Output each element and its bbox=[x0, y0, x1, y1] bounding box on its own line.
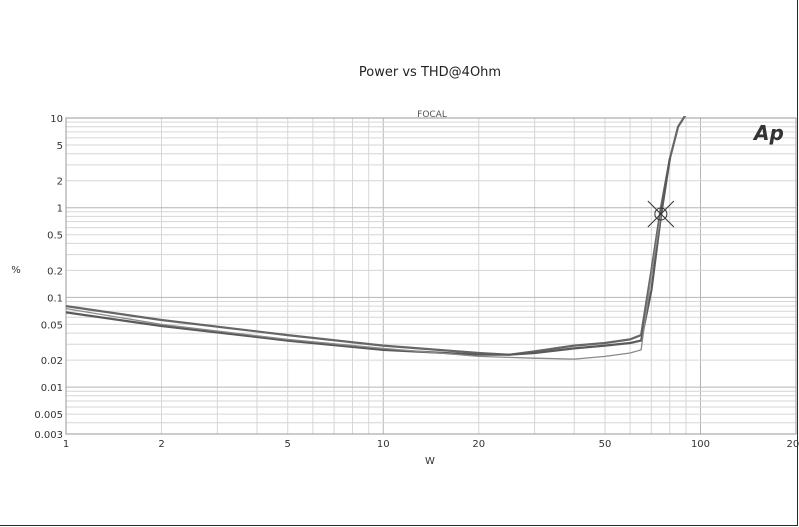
y-tick-label: 0.005 bbox=[34, 410, 63, 421]
y-tick-label: 0.1 bbox=[47, 293, 63, 304]
series-line-2 bbox=[66, 157, 671, 356]
x-tick-label: 20 bbox=[472, 439, 485, 450]
plot-border bbox=[65, 117, 797, 435]
y-tick-label: 1 bbox=[57, 204, 63, 215]
ap-logo: Ap bbox=[752, 121, 784, 145]
grid bbox=[65, 117, 797, 435]
series-group bbox=[66, 116, 687, 360]
x-tick-label: 50 bbox=[599, 439, 612, 450]
y-axis-label: % bbox=[11, 265, 21, 276]
y-tick-label: 0.5 bbox=[47, 231, 63, 242]
x-tick-label: 100 bbox=[691, 439, 710, 450]
x-tick-label: 1 bbox=[63, 439, 69, 450]
chart-title: Power vs THD@4Ohm bbox=[359, 65, 501, 80]
y-tick-label: 0.02 bbox=[41, 356, 63, 367]
x-tick-label: 5 bbox=[285, 439, 291, 450]
series-line-3 bbox=[66, 213, 662, 360]
marker-circle bbox=[654, 207, 668, 221]
marker-cross-line bbox=[647, 200, 675, 228]
x-tick-label: 2 bbox=[158, 439, 164, 450]
y-tick-labels: 10 5 2 1 0.5 0.2 0.1 0.05 0.02 0.01 0.005 0.003 bbox=[34, 114, 63, 441]
y-tick-label: 0.003 bbox=[34, 430, 63, 441]
x-tick-labels: 1 2 5 10 20 50 100 200 bbox=[63, 439, 799, 450]
y-tick-label: 2 bbox=[57, 177, 63, 188]
focal-annotation: FOCAL bbox=[417, 110, 447, 120]
y-tick-label: 10 bbox=[50, 114, 63, 125]
y-tick-label: 0.01 bbox=[41, 383, 63, 394]
x-tick-label: 10 bbox=[377, 439, 390, 450]
x-tick-label: 200 bbox=[786, 439, 799, 450]
x-axis-label: W bbox=[425, 456, 435, 467]
cursor-marker bbox=[647, 200, 675, 228]
y-tick-label: 5 bbox=[57, 141, 63, 152]
y-tick-label: 0.05 bbox=[41, 320, 63, 331]
y-tick-label: 0.2 bbox=[47, 266, 63, 277]
